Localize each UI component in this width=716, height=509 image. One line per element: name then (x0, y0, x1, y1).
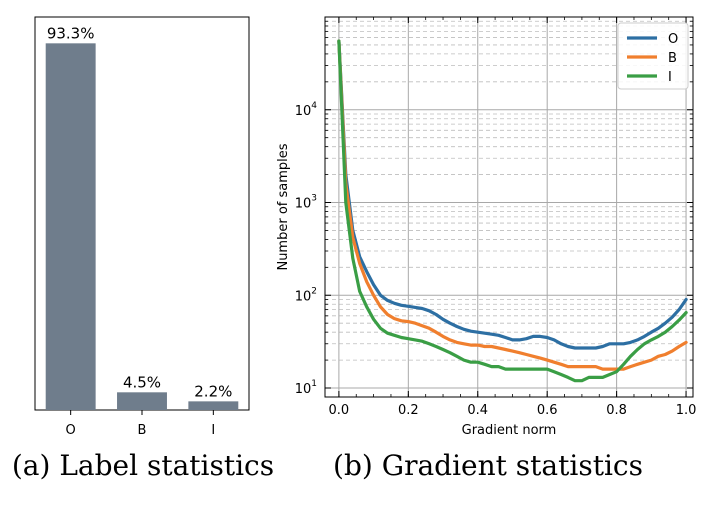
bar-I (188, 401, 239, 410)
y-tick-label: 101 (295, 379, 317, 397)
legend: OBI (617, 22, 689, 90)
x-tick-label: 0.6 (537, 403, 558, 418)
x-tick-label: 1.0 (676, 403, 697, 418)
x-tick-label-I: I (211, 423, 215, 438)
x-tick-label: 0.4 (467, 403, 488, 418)
x-axis-label: Gradient norm (462, 423, 557, 438)
legend-label-B: B (668, 51, 677, 66)
series-line-B (337, 39, 688, 371)
x-tick-label-O: O (66, 423, 76, 438)
panel-a-bar-chart: 93.3% O 4.5% B 2.2% I (34, 16, 250, 438)
caption-b: (b) Gradient statistics (333, 449, 643, 482)
y-tick-label: 102 (295, 286, 317, 304)
bar-O (45, 43, 96, 411)
caption-a: (a) Label statistics (12, 449, 274, 482)
legend-label-O: O (668, 32, 678, 47)
series-line-O (337, 39, 688, 350)
legend-label-I: I (668, 70, 672, 85)
x-tick-label: 0.2 (398, 403, 419, 418)
bar-value-label-B: 4.5% (123, 373, 161, 391)
x-tick-label: 0.8 (606, 403, 627, 418)
bar-value-label-O: 93.3% (47, 24, 95, 42)
bar-value-label-I: 2.2% (194, 382, 232, 400)
panel-b-line-chart: 101 102 103 104 0.0 0.2 0.4 0.6 0.8 1.0 Gradient … (276, 16, 697, 438)
x-tick-label-B: B (138, 423, 147, 438)
y-tick-label: 103 (295, 194, 317, 212)
y-axis-label: Number of samples (276, 143, 291, 270)
y-tick-label: 104 (295, 101, 318, 119)
x-tick-label: 0.0 (329, 403, 350, 418)
bar-B (117, 392, 167, 410)
series-line-I (337, 39, 688, 383)
